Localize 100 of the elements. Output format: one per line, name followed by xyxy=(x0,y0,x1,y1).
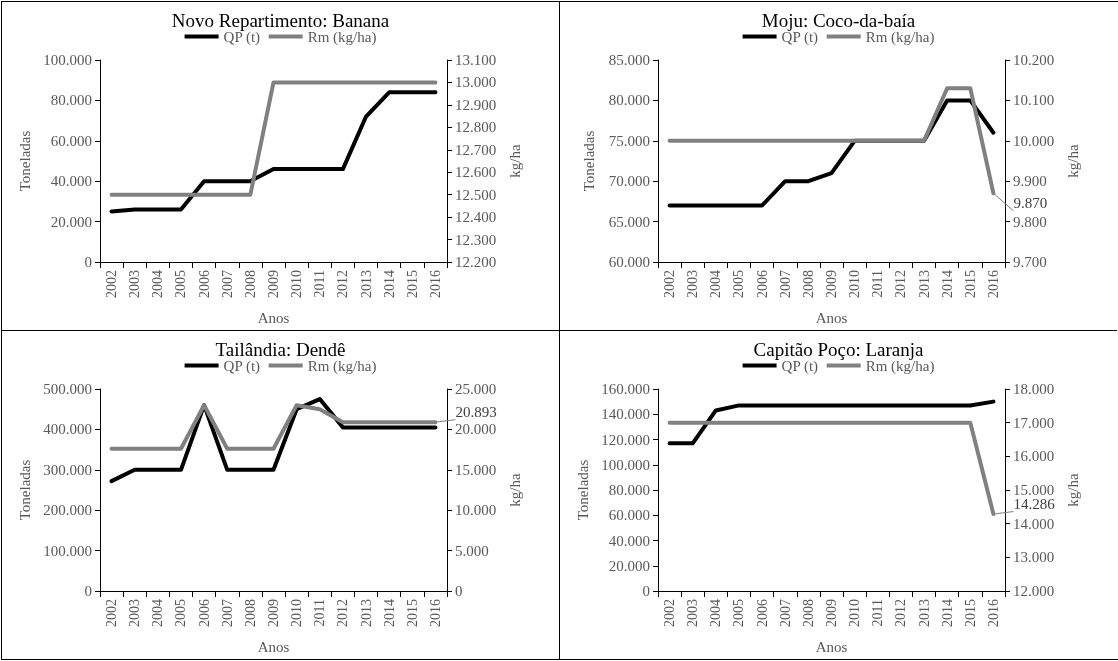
x-tick-label: 2010 xyxy=(289,599,305,627)
x-tick-label: 2014 xyxy=(939,270,955,298)
y-tick-label: 140.000 xyxy=(601,406,650,423)
legend-label: QP (t) xyxy=(223,357,261,375)
x-axis-title: Anos xyxy=(815,638,848,655)
x-tick-label: 2011 xyxy=(870,599,886,627)
y2-tick-label: 13.000 xyxy=(455,74,497,91)
x-tick-label: 2005 xyxy=(731,270,747,298)
y-tick-label: 300.000 xyxy=(43,461,92,478)
x-tick-label: 2011 xyxy=(312,599,328,627)
y-tick-label: 20.000 xyxy=(608,557,650,574)
x-tick-label: 2005 xyxy=(731,599,747,627)
y-tick-label: 0 xyxy=(84,583,92,599)
y2-tick-label: 13.100 xyxy=(455,52,497,68)
y-axis-title: Toneladas xyxy=(580,130,597,192)
legend-label: Rm (kg/ha) xyxy=(307,357,377,375)
x-tick-label: 2008 xyxy=(242,270,258,298)
y2-tick-label: 12.700 xyxy=(455,141,497,158)
y-tick-label: 40.000 xyxy=(608,532,650,549)
x-tick-label: 2004 xyxy=(150,599,166,627)
x-tick-label: 2002 xyxy=(662,599,678,627)
y-tick-label: 75.000 xyxy=(608,132,650,149)
x-tick-label: 2015 xyxy=(962,599,978,627)
y2-tick-label: 17.000 xyxy=(1013,414,1055,431)
x-tick-label: 2009 xyxy=(266,270,281,298)
y2-tick-label: 12.900 xyxy=(455,96,497,113)
y2-axis-title: kg/ha xyxy=(1064,144,1081,178)
y-tick-label: 100.000 xyxy=(43,52,92,68)
y2-tick-label: 12.500 xyxy=(455,186,497,203)
x-tick-label: 2007 xyxy=(777,270,793,298)
y2-tick-label: 12.200 xyxy=(455,254,497,270)
x-tick-label: 2016 xyxy=(985,270,1001,298)
x-tick-label: 2015 xyxy=(404,270,420,298)
y2-tick-label: 18.000 xyxy=(1013,381,1055,397)
x-tick-label: 2012 xyxy=(893,599,909,627)
x-tick-label: 2009 xyxy=(266,599,281,627)
x-tick-label: 2013 xyxy=(358,270,374,298)
y2-tick-label: 9.700 xyxy=(1013,254,1047,270)
x-tick-label: 2011 xyxy=(312,270,328,298)
x-tick-label: 2003 xyxy=(685,599,701,627)
x-tick-label: 2016 xyxy=(427,599,443,627)
y2-tick-label: 12.800 xyxy=(455,119,497,136)
y2-tick-label: 9.800 xyxy=(1013,213,1047,230)
y-tick-label: 80.000 xyxy=(50,92,92,109)
x-tick-label: 2003 xyxy=(127,599,143,627)
y-tick-label: 85.000 xyxy=(608,52,650,68)
y2-tick-label: 15.000 xyxy=(1013,482,1055,498)
legend-label: Rm (kg/ha) xyxy=(865,28,935,46)
x-tick-label: 2010 xyxy=(847,599,863,627)
y2-tick-label: 15.000 xyxy=(455,461,497,478)
x-tick-label: 2008 xyxy=(800,599,816,627)
x-tick-label: 2003 xyxy=(685,270,701,298)
x-axis-title: Anos xyxy=(815,309,848,326)
data-label: 14.286 xyxy=(1013,496,1056,513)
x-tick-label: 2016 xyxy=(427,270,443,298)
y-axis-title: Toneladas xyxy=(16,459,33,521)
chart-title: Novo Repartimento: Banana xyxy=(171,10,390,31)
y-tick-label: 80.000 xyxy=(608,482,650,498)
y-tick-label: 160.000 xyxy=(601,381,650,397)
x-tick-label: 2015 xyxy=(404,599,420,627)
chart-title: Tailândia: Dendê xyxy=(215,339,346,360)
x-tick-label: 2009 xyxy=(824,270,839,298)
y2-tick-label: 10.000 xyxy=(1013,132,1055,149)
x-tick-label: 2002 xyxy=(662,270,678,298)
x-tick-label: 2004 xyxy=(708,270,724,298)
y-tick-label: 65.000 xyxy=(608,213,650,230)
y2-tick-label: 10.200 xyxy=(1013,52,1055,68)
y2-tick-label: 10.100 xyxy=(1013,92,1055,109)
data-label: 9.870 xyxy=(1013,195,1048,212)
y2-axis-title: kg/ha xyxy=(506,473,523,507)
y2-tick-label: 20.000 xyxy=(455,421,497,438)
y-tick-label: 80.000 xyxy=(608,92,650,109)
x-tick-label: 2012 xyxy=(335,270,351,298)
x-tick-label: 2006 xyxy=(196,270,212,298)
x-tick-label: 2004 xyxy=(708,599,724,627)
legend-label: QP (t) xyxy=(781,357,819,375)
x-tick-label: 2008 xyxy=(242,599,258,627)
y-tick-label: 60.000 xyxy=(50,132,92,149)
x-axis-title: Anos xyxy=(257,638,290,655)
y-tick-label: 60.000 xyxy=(608,254,650,270)
x-tick-label: 2006 xyxy=(754,270,770,298)
y-axis-title: Toneladas xyxy=(574,459,591,521)
y-tick-label: 120.000 xyxy=(601,431,650,448)
y-tick-label: 20.000 xyxy=(50,213,92,230)
y-tick-label: 0 xyxy=(84,254,92,270)
x-tick-label: 2008 xyxy=(800,270,816,298)
y-tick-label: 500.000 xyxy=(43,381,92,397)
x-tick-label: 2007 xyxy=(777,599,793,627)
chart-title: Moju: Coco-da-baía xyxy=(761,10,916,31)
y-axis-title: Toneladas xyxy=(16,130,33,192)
y-tick-label: 100.000 xyxy=(43,542,92,559)
y-tick-label: 400.000 xyxy=(43,421,92,438)
y2-tick-label: 12.600 xyxy=(455,164,497,181)
x-axis-title: Anos xyxy=(257,309,290,326)
x-tick-label: 2010 xyxy=(847,270,863,298)
data-label: 20.893 xyxy=(455,404,497,421)
x-tick-label: 2005 xyxy=(173,270,189,298)
y2-tick-label: 12.400 xyxy=(455,209,497,226)
y2-tick-label: 0 xyxy=(455,583,463,599)
y2-tick-label: 14.000 xyxy=(1013,515,1055,532)
